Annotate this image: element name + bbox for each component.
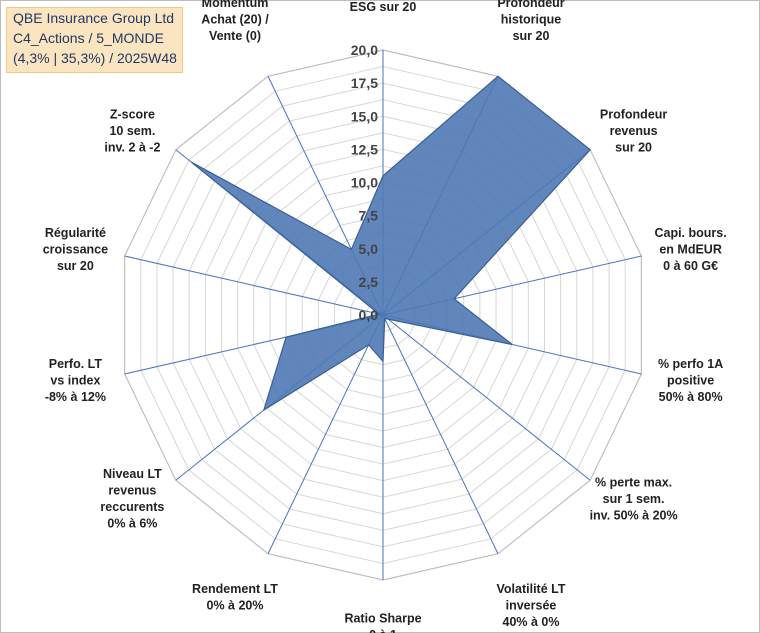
axis-label-line: vs index [50, 374, 100, 388]
axis-label-line: Vente (0) [209, 29, 261, 43]
axis-label-line: revenus [108, 484, 156, 498]
axis-label-line: -8% à 12% [45, 390, 106, 404]
axis-label-line: Perfo. LT [49, 357, 103, 371]
axis-label-line: positive [667, 374, 714, 388]
series-area [190, 75, 592, 412]
axis-label: Niveau LT revenus reccurents 0% à 6% [100, 467, 164, 531]
axis-label: Z-score 10 sem. inv. 2 à -2 [104, 108, 160, 155]
axis-label-line: reccurents [100, 500, 164, 514]
axis-label-line: Volatilité LT [497, 582, 566, 596]
axis-label-line: ESG sur 20 [350, 0, 417, 14]
axis-label: Volatilité LT inversée 40% à 0% [497, 582, 566, 629]
axis-spoke [382, 314, 591, 481]
axis-label-line: 40% à 0% [503, 615, 560, 629]
axis-label-line: sur 20 [615, 141, 652, 155]
axis-label-line: Achat (20) / [201, 13, 269, 27]
radar-axis-labels: NoteESG sur 20 Profondeur historique sur 20… [43, 0, 727, 633]
axis-label: % perfo 1A positive 50% à 80% [658, 357, 723, 404]
axis-label-line: 0 à 60 G€ [663, 259, 718, 273]
axis-spoke [267, 314, 384, 554]
tick-label: 12,5 [351, 141, 378, 157]
axis-label-line: historique [501, 13, 561, 27]
axis-label: NoteESG sur 20 [350, 0, 417, 14]
axis-label-line: Profondeur [497, 0, 564, 10]
axis-label-line: Profondeur [600, 108, 667, 122]
axis-label: Perfo. LT vs index -8% à 12% [45, 357, 106, 404]
tick-label: 2,5 [359, 274, 379, 290]
company-name: QBE Insurance Group Ltd [13, 10, 175, 26]
axis-label-line: croissance [43, 242, 108, 256]
axis-label-line: Rendement LT [192, 582, 278, 596]
axis-label: Régularité croissance sur 20 [43, 226, 108, 273]
axis-label-line: Momentum [202, 0, 269, 10]
axis-label: % perte max. sur 1 sem. inv. 50% à 20% [590, 475, 678, 522]
tick-label: 7,5 [359, 208, 379, 224]
axis-label-line: 10 sem. [109, 124, 155, 138]
axis-label-line: 0 à 1 [369, 628, 397, 633]
axis-label-line: Niveau LT [103, 467, 162, 481]
axis-label-line: Z-score [110, 108, 155, 122]
axis-label: Ratio Sharpe 0 à 1 [344, 611, 421, 633]
axis-label-line: inversée [506, 599, 557, 613]
score-summary: (4,3% | 35,3%) / 2025W48 [13, 50, 177, 66]
axis-label: Momentum Achat (20) / Vente (0) [201, 0, 269, 43]
axis-label-line: 0% à 6% [107, 517, 157, 531]
axis-label-line: sur 20 [57, 259, 94, 273]
tick-label: 10,0 [351, 175, 378, 191]
axis-label-line: Ratio Sharpe [344, 611, 421, 625]
tick-label: 17,5 [351, 75, 378, 91]
radar-series [190, 75, 592, 412]
axis-spoke [124, 255, 384, 316]
axis-label: Capi. bours. en MdEUR 0 à 60 G€ [654, 226, 726, 273]
tick-label: 5,0 [359, 241, 379, 257]
axis-label-line: sur 1 sem. [603, 492, 665, 506]
axis-label-line: % perte max. [595, 475, 672, 489]
axis-label-line: 50% à 80% [659, 390, 723, 404]
axis-label-line: Capi. bours. [654, 226, 726, 240]
axis-label-line: % perfo 1A [658, 357, 723, 371]
axis-label-line: inv. 50% à 20% [590, 508, 678, 522]
axis-label: Profondeur historique sur 20 [497, 0, 564, 43]
axis-spoke [382, 314, 499, 554]
axis-label: Rendement LT 0% à 20% [192, 582, 278, 613]
axis-label: Profondeur revenus sur 20 [600, 108, 667, 155]
axis-label-line: revenus [610, 124, 658, 138]
axis-label-line: en MdEUR [659, 242, 722, 256]
axis-label-line: Régularité [45, 226, 106, 240]
radar-tick-labels: 0,0 2,5 5,0 7,5 10,0 12,5 15,0 17,5 20,0 [351, 42, 378, 323]
info-box: QBE Insurance Group Ltd C4_Actions / 5_M… [6, 7, 183, 73]
tick-label: 0,0 [359, 307, 379, 323]
tick-label: 20,0 [351, 42, 378, 58]
axis-label-line: sur 20 [513, 29, 550, 43]
tick-label: 15,0 [351, 108, 378, 124]
axis-label-line: inv. 2 à -2 [104, 141, 160, 155]
portfolio-category: C4_Actions / 5_MONDE [13, 30, 164, 46]
axis-label-line: 0% à 20% [207, 599, 264, 613]
